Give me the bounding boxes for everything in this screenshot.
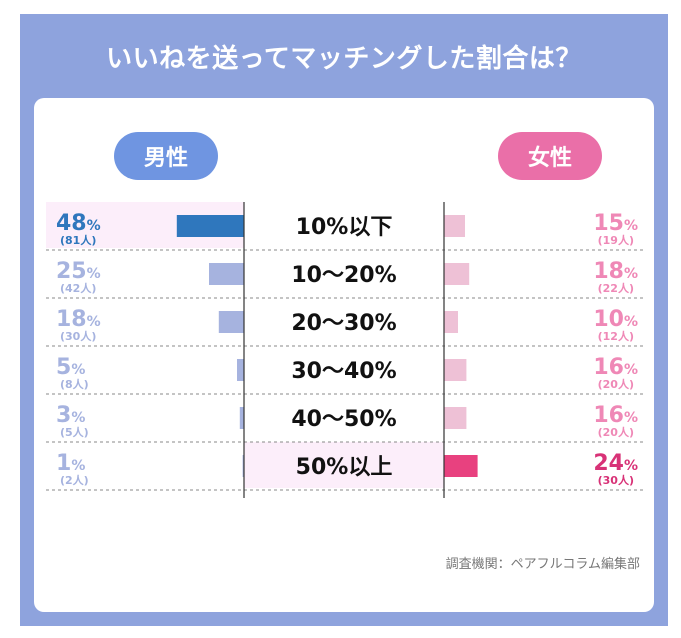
chart-frame: いいねを送ってマッチングした割合は？ 男性 女性 48% (81人) 15% (19人… <box>20 14 668 626</box>
female-bar <box>444 455 478 477</box>
male-percent-label: 1% <box>56 451 85 476</box>
male-bar <box>176 215 244 237</box>
category-label: 10〜20% <box>291 263 396 288</box>
female-percent-label: 16% <box>593 355 638 380</box>
chart-title: いいねを送ってマッチングした割合は？ <box>106 44 582 74</box>
male-bar <box>237 359 244 381</box>
category-row-highlight <box>244 442 444 488</box>
female-bar <box>444 407 467 429</box>
male-percent-label: 3% <box>56 403 85 428</box>
male-count-label: (30人) <box>60 329 96 343</box>
category-label: 40〜50% <box>291 407 396 432</box>
female-count-label: (20人) <box>598 377 634 391</box>
male-bar <box>242 455 244 477</box>
male-label: 男性 <box>114 132 218 180</box>
category-label: 50%以上 <box>296 455 393 480</box>
butterfly-chart: 48%(81人)15%(19人)10%以下25%(42人)18%(22人)10〜… <box>46 202 644 498</box>
female-count-label: (12人) <box>598 329 634 343</box>
male-bar <box>239 407 244 429</box>
female-percent-label: 16% <box>593 403 638 428</box>
female-bar <box>444 359 467 381</box>
female-bar <box>444 215 465 237</box>
female-percent-label: 15% <box>593 211 638 236</box>
male-count-label: (8人) <box>60 377 89 391</box>
category-label: 30〜40% <box>291 359 396 384</box>
female-count-label: (30人) <box>598 473 634 487</box>
male-percent-label: 25% <box>56 259 101 284</box>
female-bar <box>444 311 458 333</box>
female-percent-label: 24% <box>593 451 638 476</box>
female-count-label: (20人) <box>598 425 634 439</box>
male-percent-label: 18% <box>56 307 101 332</box>
category-label: 10%以下 <box>296 215 393 240</box>
source-note: 調査機関：ペアフルコラム編集部 <box>445 557 640 572</box>
category-label: 20〜30% <box>291 311 396 336</box>
male-count-label: (5人) <box>60 425 89 439</box>
female-count-label: (19人) <box>598 233 634 247</box>
female-percent-label: 18% <box>593 259 638 284</box>
male-count-label: (42人) <box>60 281 96 295</box>
male-percent-label: 5% <box>56 355 85 380</box>
female-bar <box>444 263 470 285</box>
male-count-label: (2人) <box>60 473 89 487</box>
female-count-label: (22人) <box>598 281 634 295</box>
female-percent-label: 10% <box>593 307 638 332</box>
male-count-label: (81人) <box>60 233 96 247</box>
male-percent-label: 48% <box>56 211 101 236</box>
chart-card: 男性 女性 48% (81人) 15% (19人) 10%以下 25% (42人) 18% (2… <box>34 98 654 612</box>
male-bar <box>218 311 244 333</box>
male-bar <box>209 263 244 285</box>
female-label: 女性 <box>498 132 602 180</box>
